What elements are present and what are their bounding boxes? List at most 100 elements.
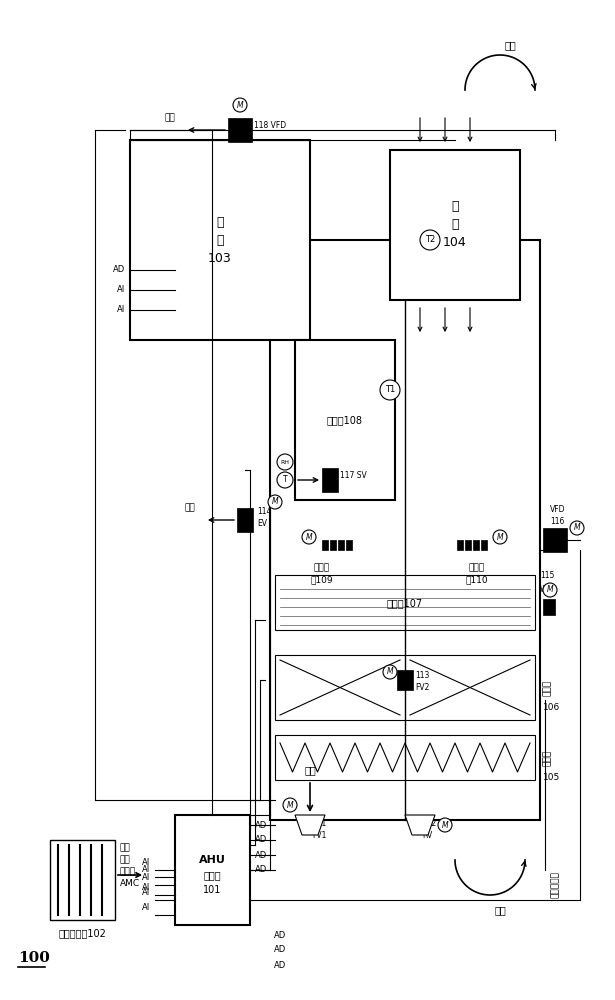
Text: 112: 112 bbox=[422, 818, 436, 828]
FancyBboxPatch shape bbox=[175, 815, 250, 925]
Text: EV: EV bbox=[257, 520, 267, 528]
Circle shape bbox=[570, 521, 584, 535]
Text: 111: 111 bbox=[312, 818, 326, 828]
Text: VFD: VFD bbox=[550, 506, 566, 514]
Text: T1: T1 bbox=[385, 385, 395, 394]
Text: FV1: FV1 bbox=[312, 830, 327, 840]
Text: AD: AD bbox=[255, 836, 268, 844]
Text: 湿度: 湿度 bbox=[120, 856, 131, 864]
Text: T: T bbox=[283, 476, 287, 485]
Text: 冷冻水进出: 冷冻水进出 bbox=[550, 872, 560, 898]
Text: M: M bbox=[497, 532, 503, 542]
Text: 117 SV: 117 SV bbox=[340, 471, 367, 480]
Text: AHU: AHU bbox=[199, 855, 226, 865]
Text: 换热器: 换热器 bbox=[543, 680, 552, 696]
FancyBboxPatch shape bbox=[322, 468, 338, 492]
Circle shape bbox=[302, 530, 316, 544]
Bar bbox=[465, 540, 471, 550]
Text: M: M bbox=[272, 497, 279, 506]
Text: 回风: 回风 bbox=[504, 40, 516, 50]
Circle shape bbox=[283, 798, 297, 812]
Bar bbox=[338, 540, 344, 550]
Text: 106: 106 bbox=[543, 704, 560, 712]
Bar bbox=[481, 540, 487, 550]
Text: 105: 105 bbox=[543, 774, 560, 782]
Text: 101: 101 bbox=[203, 885, 221, 895]
Text: 116: 116 bbox=[550, 518, 565, 526]
Circle shape bbox=[233, 98, 247, 112]
FancyBboxPatch shape bbox=[50, 840, 115, 920]
Polygon shape bbox=[295, 815, 325, 835]
Text: AI: AI bbox=[141, 873, 150, 882]
Circle shape bbox=[493, 530, 507, 544]
Text: AD: AD bbox=[274, 930, 286, 940]
Text: AD: AD bbox=[255, 865, 268, 874]
Text: AI: AI bbox=[141, 888, 150, 897]
Text: FV2: FV2 bbox=[415, 684, 429, 692]
Text: 机
房
103: 机 房 103 bbox=[208, 216, 232, 264]
Circle shape bbox=[420, 230, 440, 250]
Text: AMC: AMC bbox=[120, 880, 140, 888]
Circle shape bbox=[383, 665, 397, 679]
Text: 全热轮107: 全热轮107 bbox=[387, 598, 423, 608]
Text: M: M bbox=[306, 532, 312, 542]
Text: AD: AD bbox=[274, 960, 286, 970]
Circle shape bbox=[268, 495, 282, 509]
Circle shape bbox=[277, 454, 293, 470]
Text: 100: 100 bbox=[18, 951, 50, 965]
Circle shape bbox=[277, 472, 293, 488]
Text: T2: T2 bbox=[425, 235, 435, 244]
Text: WV: WV bbox=[540, 585, 553, 594]
Text: 送风室108: 送风室108 bbox=[327, 415, 363, 425]
FancyBboxPatch shape bbox=[295, 340, 395, 500]
Text: AI: AI bbox=[141, 858, 150, 867]
Text: AD: AD bbox=[274, 946, 286, 954]
FancyBboxPatch shape bbox=[543, 599, 555, 615]
FancyBboxPatch shape bbox=[130, 140, 310, 340]
FancyBboxPatch shape bbox=[270, 240, 540, 820]
Text: 115: 115 bbox=[540, 570, 554, 580]
Text: 控制箱: 控制箱 bbox=[203, 870, 221, 880]
Text: AD: AD bbox=[255, 820, 268, 830]
FancyBboxPatch shape bbox=[390, 150, 520, 300]
Text: 114: 114 bbox=[257, 508, 271, 516]
Text: M: M bbox=[547, 585, 554, 594]
Text: 新风: 新风 bbox=[304, 765, 316, 775]
Bar bbox=[346, 540, 352, 550]
Text: 机110: 机110 bbox=[466, 575, 488, 584]
Text: 过滤器: 过滤器 bbox=[543, 750, 552, 766]
Text: AD: AD bbox=[255, 850, 268, 859]
Text: AI: AI bbox=[141, 883, 150, 892]
Text: M: M bbox=[287, 800, 293, 810]
FancyBboxPatch shape bbox=[397, 670, 413, 690]
Text: 颗粒物: 颗粒物 bbox=[120, 867, 136, 876]
Text: 温度: 温度 bbox=[120, 844, 131, 852]
Text: 回风: 回风 bbox=[494, 905, 506, 915]
Bar bbox=[457, 540, 463, 550]
Text: M: M bbox=[237, 101, 244, 109]
Text: AI: AI bbox=[141, 865, 150, 874]
Text: 机109: 机109 bbox=[311, 575, 333, 584]
Polygon shape bbox=[405, 815, 435, 835]
Text: 113: 113 bbox=[415, 670, 429, 680]
Text: AD: AD bbox=[113, 265, 125, 274]
Text: AI: AI bbox=[117, 286, 125, 294]
Text: 二次风: 二次风 bbox=[469, 563, 485, 572]
FancyBboxPatch shape bbox=[275, 655, 535, 720]
Text: 室外气象站102: 室外气象站102 bbox=[58, 928, 106, 938]
Text: 机
柜
104: 机 柜 104 bbox=[443, 200, 467, 249]
Bar bbox=[473, 540, 479, 550]
FancyBboxPatch shape bbox=[228, 118, 252, 142]
FancyBboxPatch shape bbox=[275, 575, 535, 630]
Text: AI: AI bbox=[141, 903, 150, 912]
Text: M: M bbox=[442, 820, 448, 830]
FancyBboxPatch shape bbox=[237, 508, 253, 532]
Text: AI: AI bbox=[117, 306, 125, 314]
Circle shape bbox=[543, 583, 557, 597]
Text: RH: RH bbox=[280, 460, 290, 464]
Text: 一次风: 一次风 bbox=[314, 563, 330, 572]
Circle shape bbox=[380, 380, 400, 400]
Text: RV: RV bbox=[422, 830, 432, 840]
Text: 118 VFD: 118 VFD bbox=[254, 120, 286, 129]
FancyBboxPatch shape bbox=[275, 735, 535, 780]
